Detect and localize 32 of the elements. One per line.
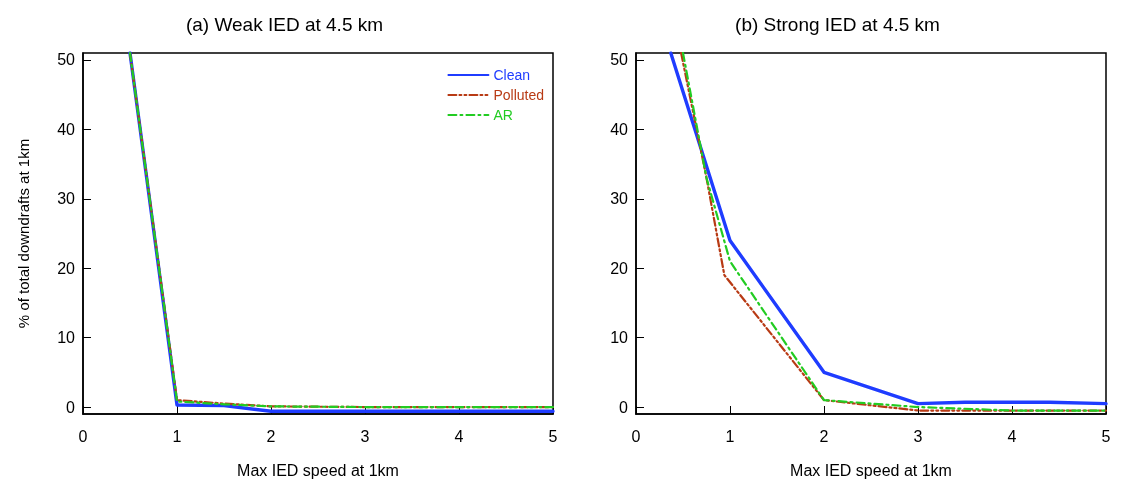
legend-label: AR bbox=[493, 107, 513, 123]
y-tick-label: 40 bbox=[57, 120, 76, 138]
y-tick-label: 50 bbox=[57, 51, 76, 69]
y-tick-label: 10 bbox=[610, 329, 629, 347]
x-tick-label: 5 bbox=[548, 427, 558, 445]
x-tick-label: 2 bbox=[266, 427, 276, 445]
y-tick-label: 20 bbox=[57, 259, 76, 277]
chart-title: (a) Weak IED at 4.5 km bbox=[185, 14, 384, 35]
x-tick-label: 4 bbox=[1007, 427, 1017, 445]
legend-label: Clean bbox=[493, 67, 530, 83]
x-tick-label: 4 bbox=[454, 427, 464, 445]
x-axis-title: Max IED speed at 1km bbox=[790, 461, 952, 479]
y-tick-label: 30 bbox=[57, 190, 76, 208]
chart-title: (b) Strong IED at 4.5 km bbox=[735, 14, 940, 35]
legend-label: Polluted bbox=[493, 87, 544, 103]
y-tick-label: 20 bbox=[610, 259, 629, 277]
x-tick-label: 3 bbox=[360, 427, 370, 445]
x-tick-label: 2 bbox=[819, 427, 829, 445]
y-tick-label: 10 bbox=[57, 329, 76, 347]
y-tick-label: 40 bbox=[610, 120, 629, 138]
x-tick-label: 3 bbox=[913, 427, 923, 445]
y-tick-label: 0 bbox=[619, 398, 629, 416]
x-tick-label: 0 bbox=[631, 427, 641, 445]
x-tick-label: 0 bbox=[78, 427, 88, 445]
y-axis-title: % of total downdrafts at 1km bbox=[15, 138, 32, 329]
x-tick-label: 1 bbox=[725, 427, 735, 445]
y-tick-label: 0 bbox=[66, 398, 76, 416]
y-tick-label: 30 bbox=[610, 190, 629, 208]
y-tick-label: 50 bbox=[610, 51, 629, 69]
x-tick-label: 5 bbox=[1101, 427, 1111, 445]
x-axis-title: Max IED speed at 1km bbox=[237, 461, 399, 479]
x-tick-label: 1 bbox=[172, 427, 182, 445]
